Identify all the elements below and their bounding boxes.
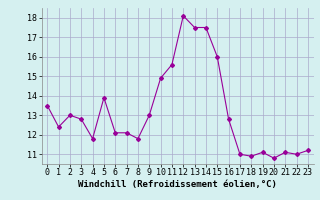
X-axis label: Windchill (Refroidissement éolien,°C): Windchill (Refroidissement éolien,°C) bbox=[78, 180, 277, 189]
